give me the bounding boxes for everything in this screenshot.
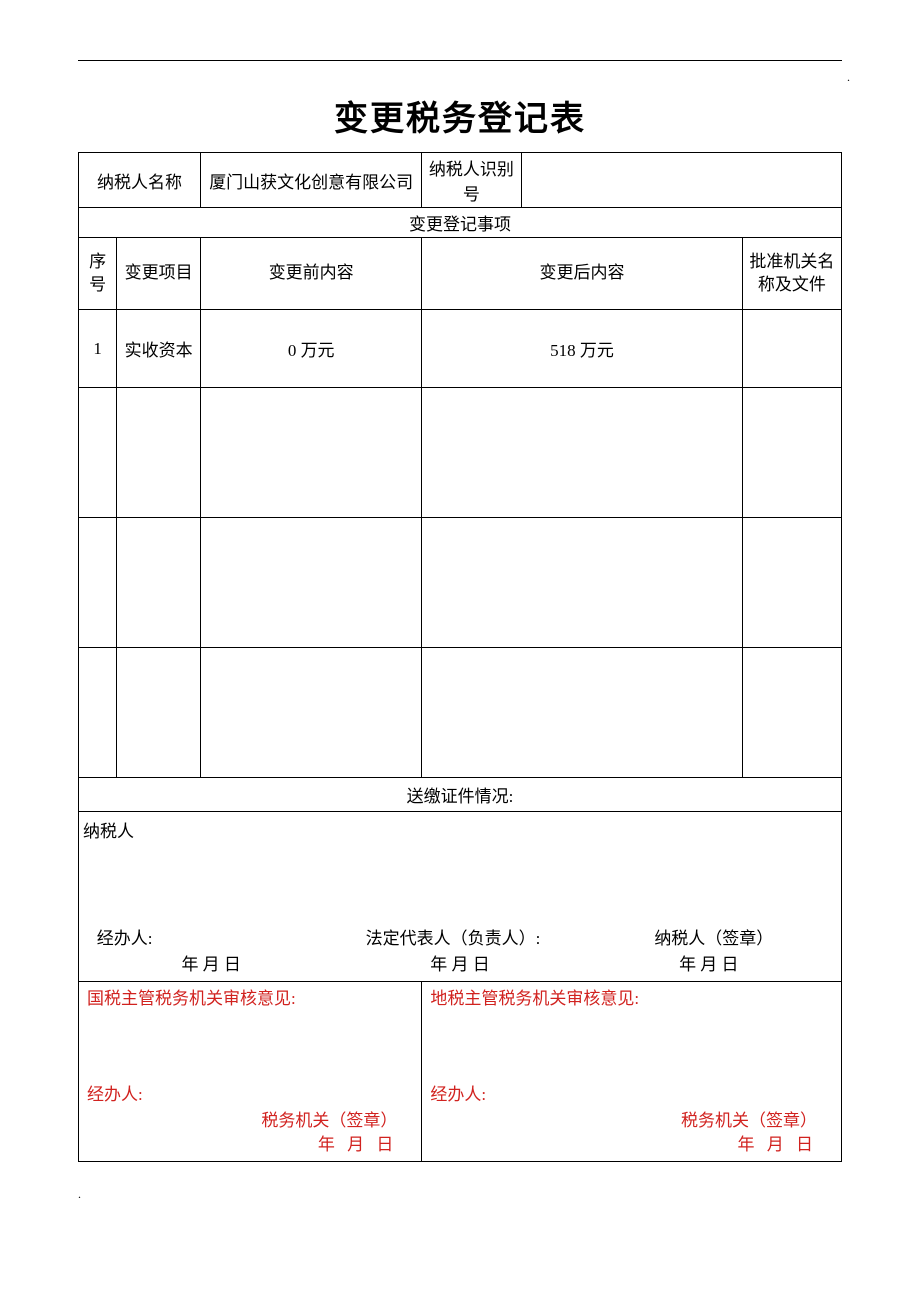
- taxpayer-block-title: 纳税人: [83, 817, 134, 842]
- national-tax-review-block: 国税主管税务机关审核意见: 经办人: 税务机关（签章） 年 月 日: [79, 982, 422, 1162]
- taxpayer-name-value: 厦门山获文化创意有限公司: [201, 153, 422, 208]
- table-cell: [742, 518, 841, 648]
- legal-rep-label: 法定代表人（负责人）:: [336, 924, 585, 949]
- table-cell: 实收资本: [117, 310, 201, 388]
- date-field: 年 月 日: [87, 950, 336, 975]
- local-review-date: 年 月 日: [738, 1130, 818, 1155]
- registration-table: 纳税人名称 厦门山获文化创意有限公司 纳税人识别号 变更登记事项 序号 变更项目…: [78, 152, 842, 1162]
- table-cell: 1: [79, 310, 117, 388]
- table-cell: [742, 388, 841, 518]
- section-header: 变更登记事项: [79, 208, 842, 238]
- national-review-stamp: 税务机关（签章）: [261, 1106, 397, 1131]
- taxpayer-id-label: 纳税人识别号: [422, 153, 521, 208]
- table-cell: [742, 310, 841, 388]
- col-item: 变更项目: [117, 238, 201, 310]
- table-cell: [201, 388, 422, 518]
- table-cell: [117, 648, 201, 778]
- date-field: 年 月 日: [336, 950, 585, 975]
- table-cell: 518 万元: [422, 310, 742, 388]
- form-title: 变更税务登记表: [78, 91, 842, 140]
- taxpayer-name-label: 纳税人名称: [79, 153, 201, 208]
- table-cell: 0 万元: [201, 310, 422, 388]
- local-review-handler: 经办人:: [430, 1080, 486, 1105]
- taxpayer-stamp-label: 纳税人（签章）: [584, 924, 833, 949]
- date-field: 年 月 日: [584, 950, 833, 975]
- table-cell: [201, 648, 422, 778]
- table-cell: [201, 518, 422, 648]
- col-before: 变更前内容: [201, 238, 422, 310]
- table-cell: [742, 648, 841, 778]
- handler-label: 经办人:: [87, 924, 336, 949]
- corner-mark-tr: .: [847, 70, 850, 85]
- local-review-stamp: 税务机关（签章）: [681, 1106, 817, 1131]
- table-cell: [422, 518, 742, 648]
- col-after: 变更后内容: [422, 238, 742, 310]
- table-cell: [422, 388, 742, 518]
- table-cell: [79, 518, 117, 648]
- table-cell: [422, 648, 742, 778]
- national-review-date: 年 月 日: [318, 1130, 398, 1155]
- national-review-title: 国税主管税务机关审核意见:: [87, 984, 296, 1009]
- table-cell: [117, 388, 201, 518]
- table-cell: [79, 388, 117, 518]
- corner-mark-bl: .: [78, 1187, 81, 1202]
- table-cell: [79, 648, 117, 778]
- taxpayer-id-value: [521, 153, 841, 208]
- taxpayer-signature-block: 纳税人 经办人:法定代表人（负责人）:纳税人（签章） 年 月 日年 月 日年 月…: [79, 812, 842, 982]
- col-approval: 批准机关名称及文件: [742, 238, 841, 310]
- submit-docs-label: 送缴证件情况:: [79, 778, 842, 812]
- table-cell: [117, 518, 201, 648]
- col-seq: 序号: [79, 238, 117, 310]
- local-tax-review-block: 地税主管税务机关审核意见: 经办人: 税务机关（签章） 年 月 日: [422, 982, 842, 1162]
- national-review-handler: 经办人:: [87, 1080, 143, 1105]
- local-review-title: 地税主管税务机关审核意见:: [430, 984, 639, 1009]
